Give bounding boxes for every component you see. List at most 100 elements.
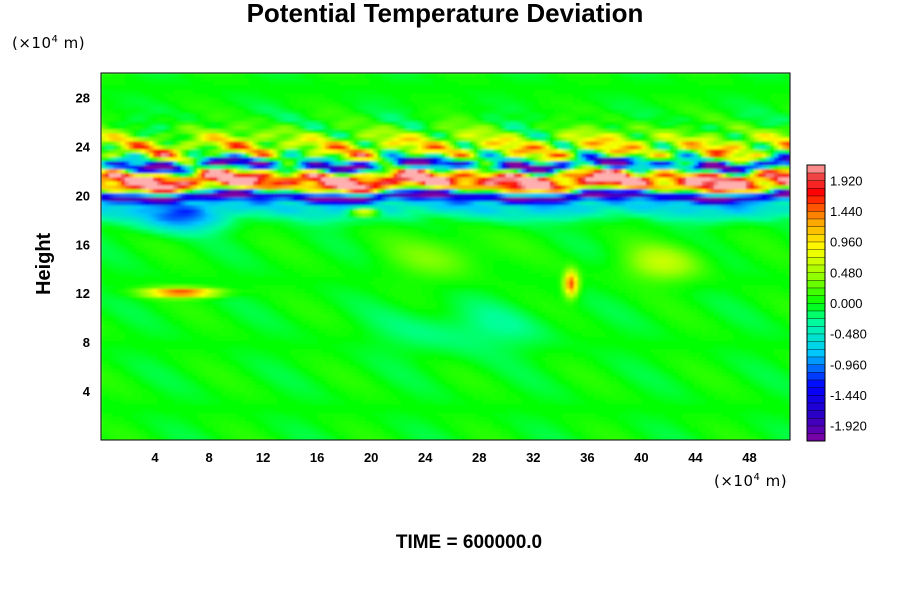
heatmap-cell	[389, 392, 395, 397]
heatmap-cell	[245, 404, 250, 409]
heatmap-cell	[685, 368, 691, 373]
heatmap-cell	[177, 428, 182, 433]
heatmap-cell	[401, 420, 407, 425]
heatmap-cell	[721, 400, 727, 405]
heatmap-cell	[593, 384, 599, 389]
heatmap-cell	[549, 336, 555, 341]
heatmap-cell	[733, 368, 739, 373]
heatmap-cell	[541, 388, 547, 393]
heatmap-cell	[117, 352, 122, 357]
heatmap-cell	[617, 372, 623, 377]
heatmap-cell	[485, 352, 491, 357]
heatmap-cell	[449, 368, 455, 373]
heatmap-cell	[445, 356, 451, 361]
heatmap-cell	[569, 396, 575, 401]
heatmap-cell	[581, 332, 587, 337]
heatmap-cell	[573, 324, 579, 329]
heatmap-cell	[205, 348, 210, 353]
heatmap-cell	[389, 428, 395, 433]
heatmap-cell	[113, 376, 118, 381]
heatmap-cell	[405, 436, 411, 440]
heatmap-cell	[521, 340, 527, 345]
heatmap-cell	[465, 380, 471, 385]
heatmap-cell	[561, 432, 567, 437]
heatmap-cell	[149, 416, 154, 421]
heatmap-cell	[249, 380, 254, 385]
heatmap-cell	[421, 348, 427, 353]
heatmap-cell	[621, 336, 627, 341]
heatmap-cell	[457, 336, 463, 341]
heatmap-cell	[381, 348, 387, 353]
heatmap-cell	[565, 432, 571, 437]
heatmap-cell	[677, 424, 683, 429]
heatmap-cell	[653, 360, 659, 365]
heatmap-cell	[525, 332, 531, 337]
heatmap-cell	[265, 364, 270, 369]
heatmap-cell	[589, 420, 595, 425]
heatmap-cell	[529, 388, 535, 393]
heatmap-cell	[493, 356, 499, 361]
heatmap-cell	[749, 360, 755, 365]
heatmap-cell	[121, 356, 126, 361]
heatmap-cell	[765, 404, 771, 409]
heatmap-cell	[629, 400, 635, 405]
heatmap-cell	[453, 436, 459, 440]
heatmap-cell	[125, 436, 130, 440]
heatmap-cell	[753, 404, 759, 409]
heatmap-cell	[473, 352, 479, 357]
heatmap-cell	[713, 372, 719, 377]
heatmap-cell	[749, 356, 755, 361]
heatmap-cell	[537, 328, 543, 333]
heatmap-cell	[225, 324, 230, 329]
heatmap-cell	[313, 384, 318, 389]
heatmap-cell	[193, 392, 198, 397]
heatmap-cell	[169, 328, 174, 333]
heatmap-cell	[753, 348, 759, 353]
heatmap-cell	[729, 392, 735, 397]
heatmap-cell	[393, 412, 399, 417]
heatmap-cell	[117, 380, 122, 385]
heatmap-cell	[445, 432, 451, 437]
heatmap-cell	[581, 376, 587, 381]
heatmap-cell	[785, 332, 790, 337]
heatmap-cell	[373, 396, 379, 401]
heatmap-cell	[349, 404, 354, 409]
heatmap-cell	[189, 332, 194, 337]
heatmap-cell	[573, 348, 579, 353]
heatmap-cell	[181, 408, 186, 413]
heatmap-cell	[577, 416, 583, 421]
heatmap-cell	[701, 328, 707, 333]
heatmap-cell	[405, 360, 411, 365]
heatmap-cell	[725, 348, 731, 353]
heatmap-cell	[337, 388, 342, 393]
heatmap-cell	[129, 328, 134, 333]
heatmap-cell	[745, 372, 751, 377]
heatmap-cell	[509, 324, 515, 329]
heatmap-cell	[337, 396, 342, 401]
heatmap-cell	[777, 328, 783, 333]
heatmap-cell	[637, 396, 643, 401]
heatmap-cell	[453, 324, 459, 329]
heatmap-cell	[529, 356, 535, 361]
heatmap-cell	[425, 376, 431, 381]
heatmap-cell	[613, 336, 619, 341]
heatmap-cell	[681, 344, 687, 349]
heatmap-cell	[669, 392, 675, 397]
heatmap-cell	[101, 364, 106, 369]
heatmap-cell	[761, 360, 767, 365]
heatmap-cell	[733, 344, 739, 349]
heatmap-cell	[781, 368, 787, 373]
heatmap-cell	[417, 408, 423, 413]
heatmap-cell	[393, 360, 399, 365]
heatmap-cell	[505, 336, 511, 341]
heatmap-cell	[689, 428, 695, 433]
heatmap-cell	[777, 344, 783, 349]
heatmap-cell	[389, 436, 395, 440]
heatmap-cell	[165, 328, 170, 333]
heatmap-cell	[509, 348, 515, 353]
heatmap-cell	[721, 352, 727, 357]
heatmap-cell	[309, 396, 314, 401]
heatmap-cell	[621, 328, 627, 333]
heatmap-cell	[589, 348, 595, 353]
heatmap-cell	[753, 408, 759, 413]
